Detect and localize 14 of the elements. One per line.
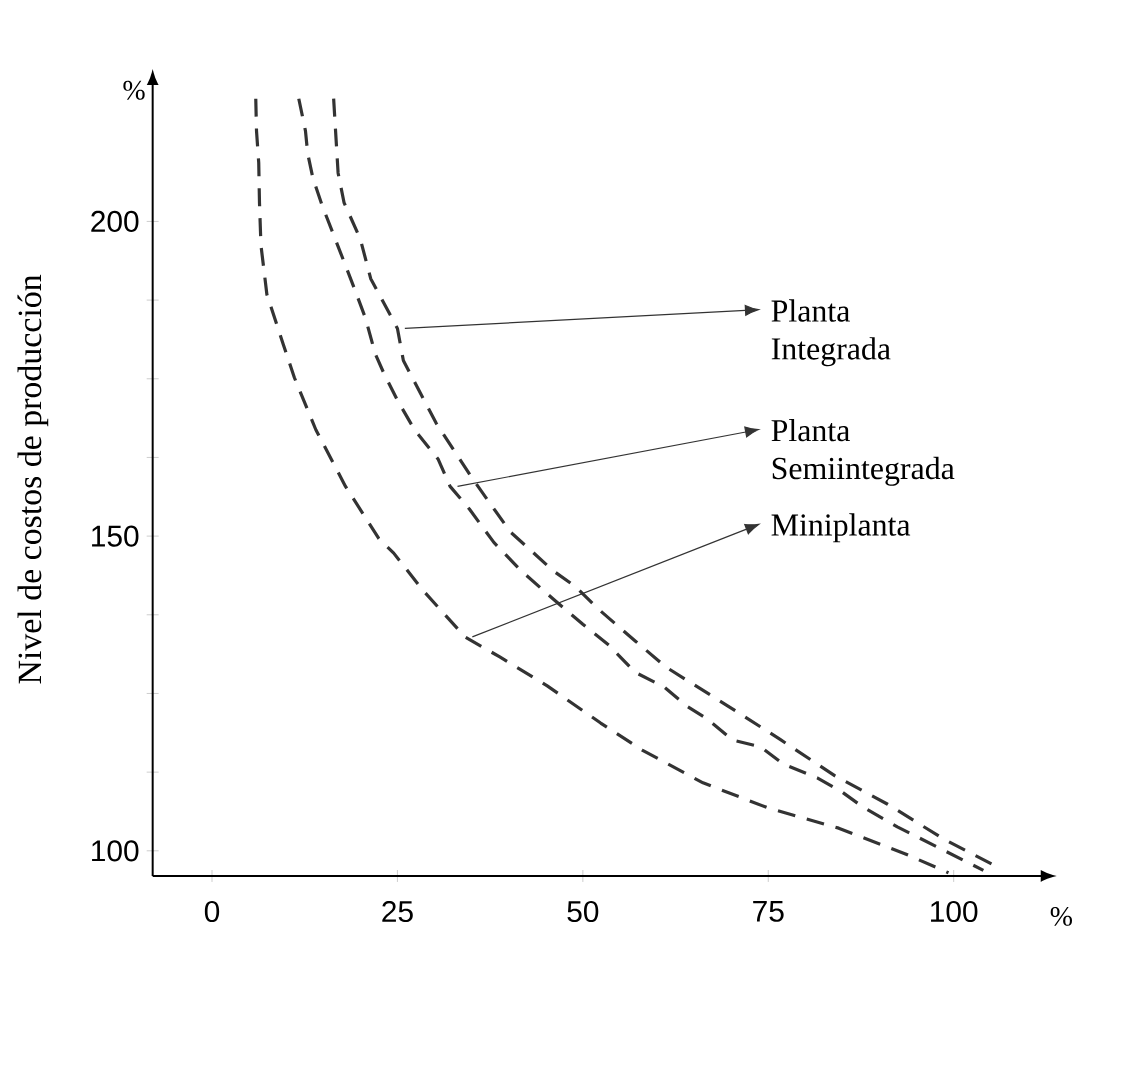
y-tick-label: 200	[91, 210, 139, 232]
y-axis-title: Nivel de costos de producción	[17, 274, 49, 684]
x-axis-title: %	[1050, 906, 1073, 926]
x-tick-label: 25	[382, 900, 413, 923]
legend-label: Planta Integrada	[771, 299, 891, 367]
x-tick-label: 0	[204, 900, 220, 923]
text: %	[123, 80, 145, 100]
x-tick-label: 75	[753, 900, 784, 922]
legend-label: Planta Semiintegrada	[771, 418, 955, 486]
y-tick-label: 100	[92, 840, 139, 862]
y-tick-label: 150	[92, 525, 139, 547]
x-tick-label: 50	[567, 900, 599, 923]
legend-label: Miniplanta	[771, 513, 911, 543]
x-tick-label: 100	[931, 900, 978, 923]
